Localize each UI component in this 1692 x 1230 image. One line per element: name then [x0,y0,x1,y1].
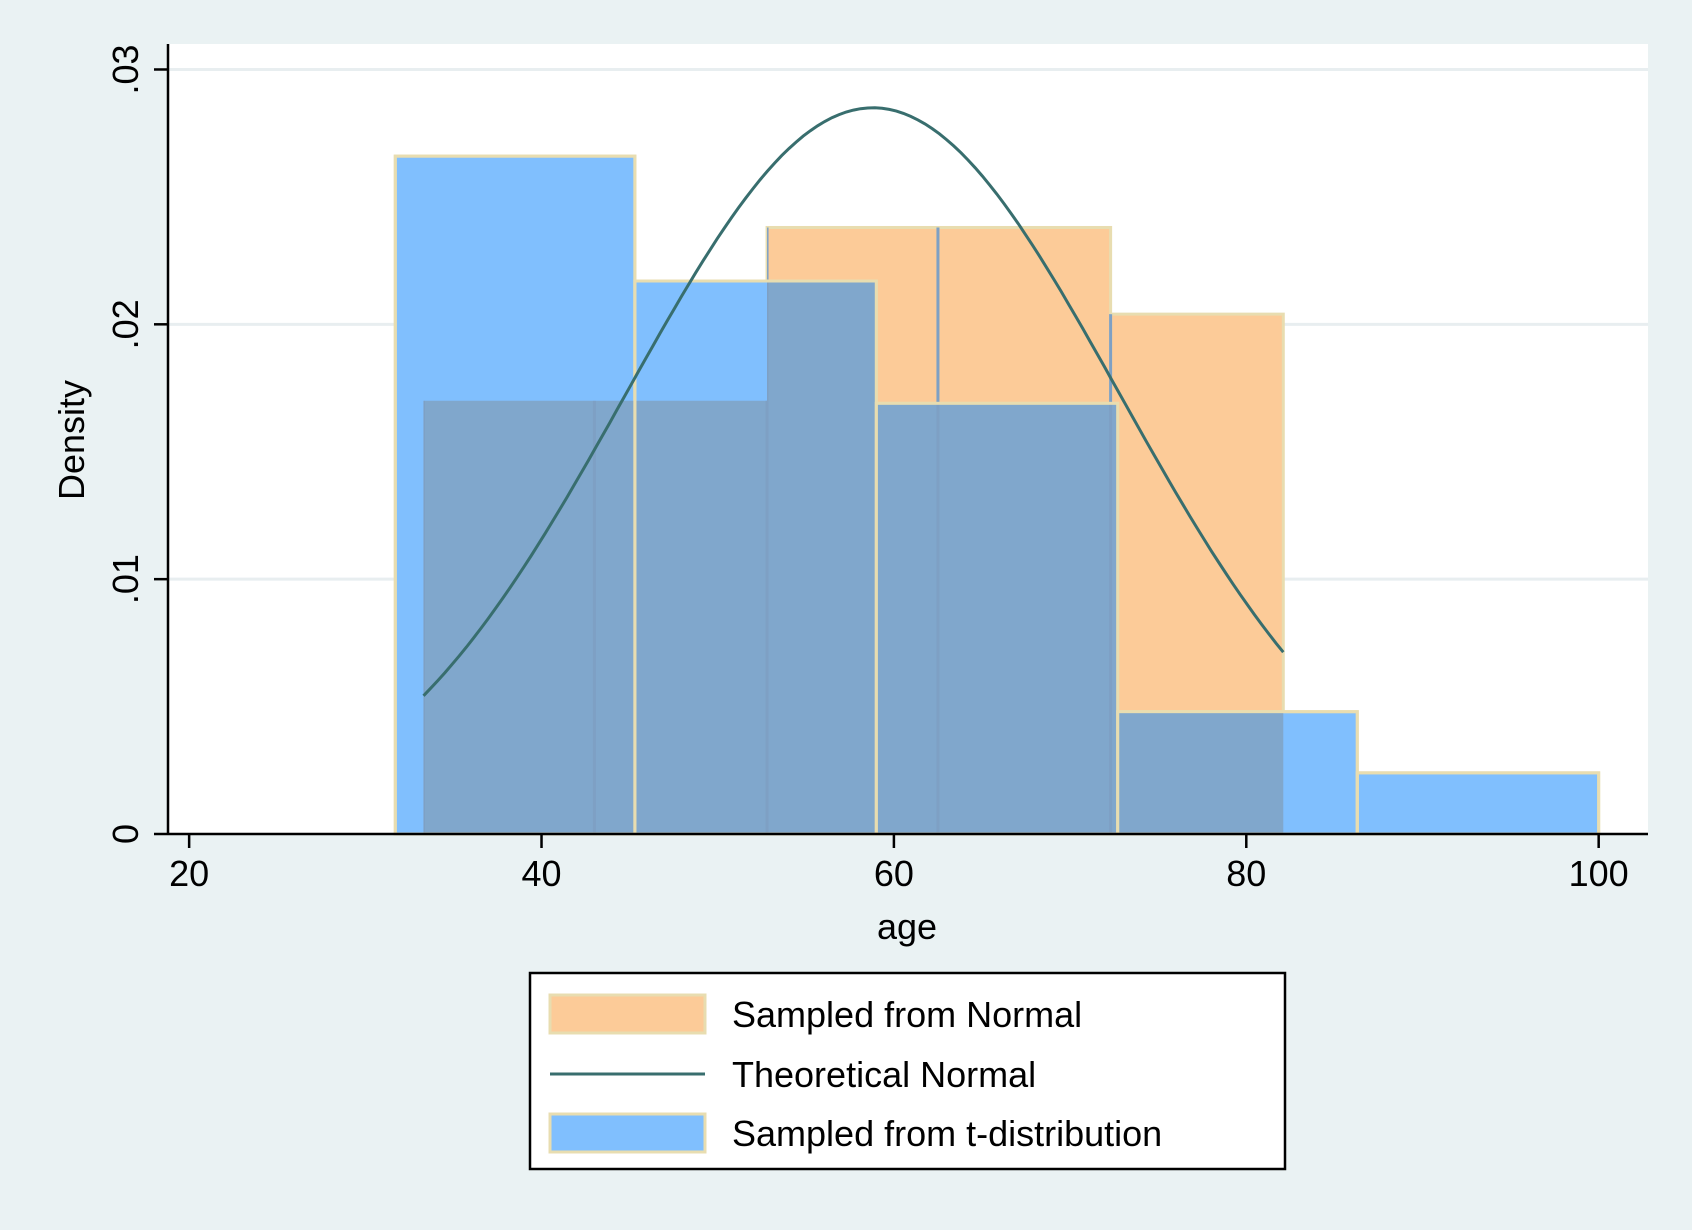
x-tick-label: 20 [169,853,209,894]
y-tick-label: .01 [105,554,146,604]
y-axis-label: Density [51,380,92,500]
x-tick-label: 40 [522,853,562,894]
axes: 20 40 60 80 100 0 .01 .02 .03 [105,44,1648,894]
legend-label: Sampled from t-distribution [732,1113,1162,1154]
x-tick-label: 100 [1569,853,1629,894]
legend-swatch [548,1112,707,1154]
y-tick-label: .03 [105,44,146,94]
theoretical-normal-curve [422,106,1285,697]
legend-swatch [548,993,707,1035]
x-tick-label: 80 [1226,853,1266,894]
x-axis-label: age [877,906,937,947]
legend-label: Theoretical Normal [732,1054,1036,1095]
overlap-bar [876,403,1118,834]
y-tick-label: 0 [105,824,146,844]
normal-curve [422,106,1285,697]
x-tick-label: 60 [874,853,914,894]
legend-label: Sampled from Normal [732,994,1082,1035]
t-bar [1355,771,1601,836]
overlap-bar [1117,711,1284,834]
legend: Sampled from Normal Theoretical Normal Sam… [528,971,1287,1171]
y-tick-label: .02 [105,299,146,349]
